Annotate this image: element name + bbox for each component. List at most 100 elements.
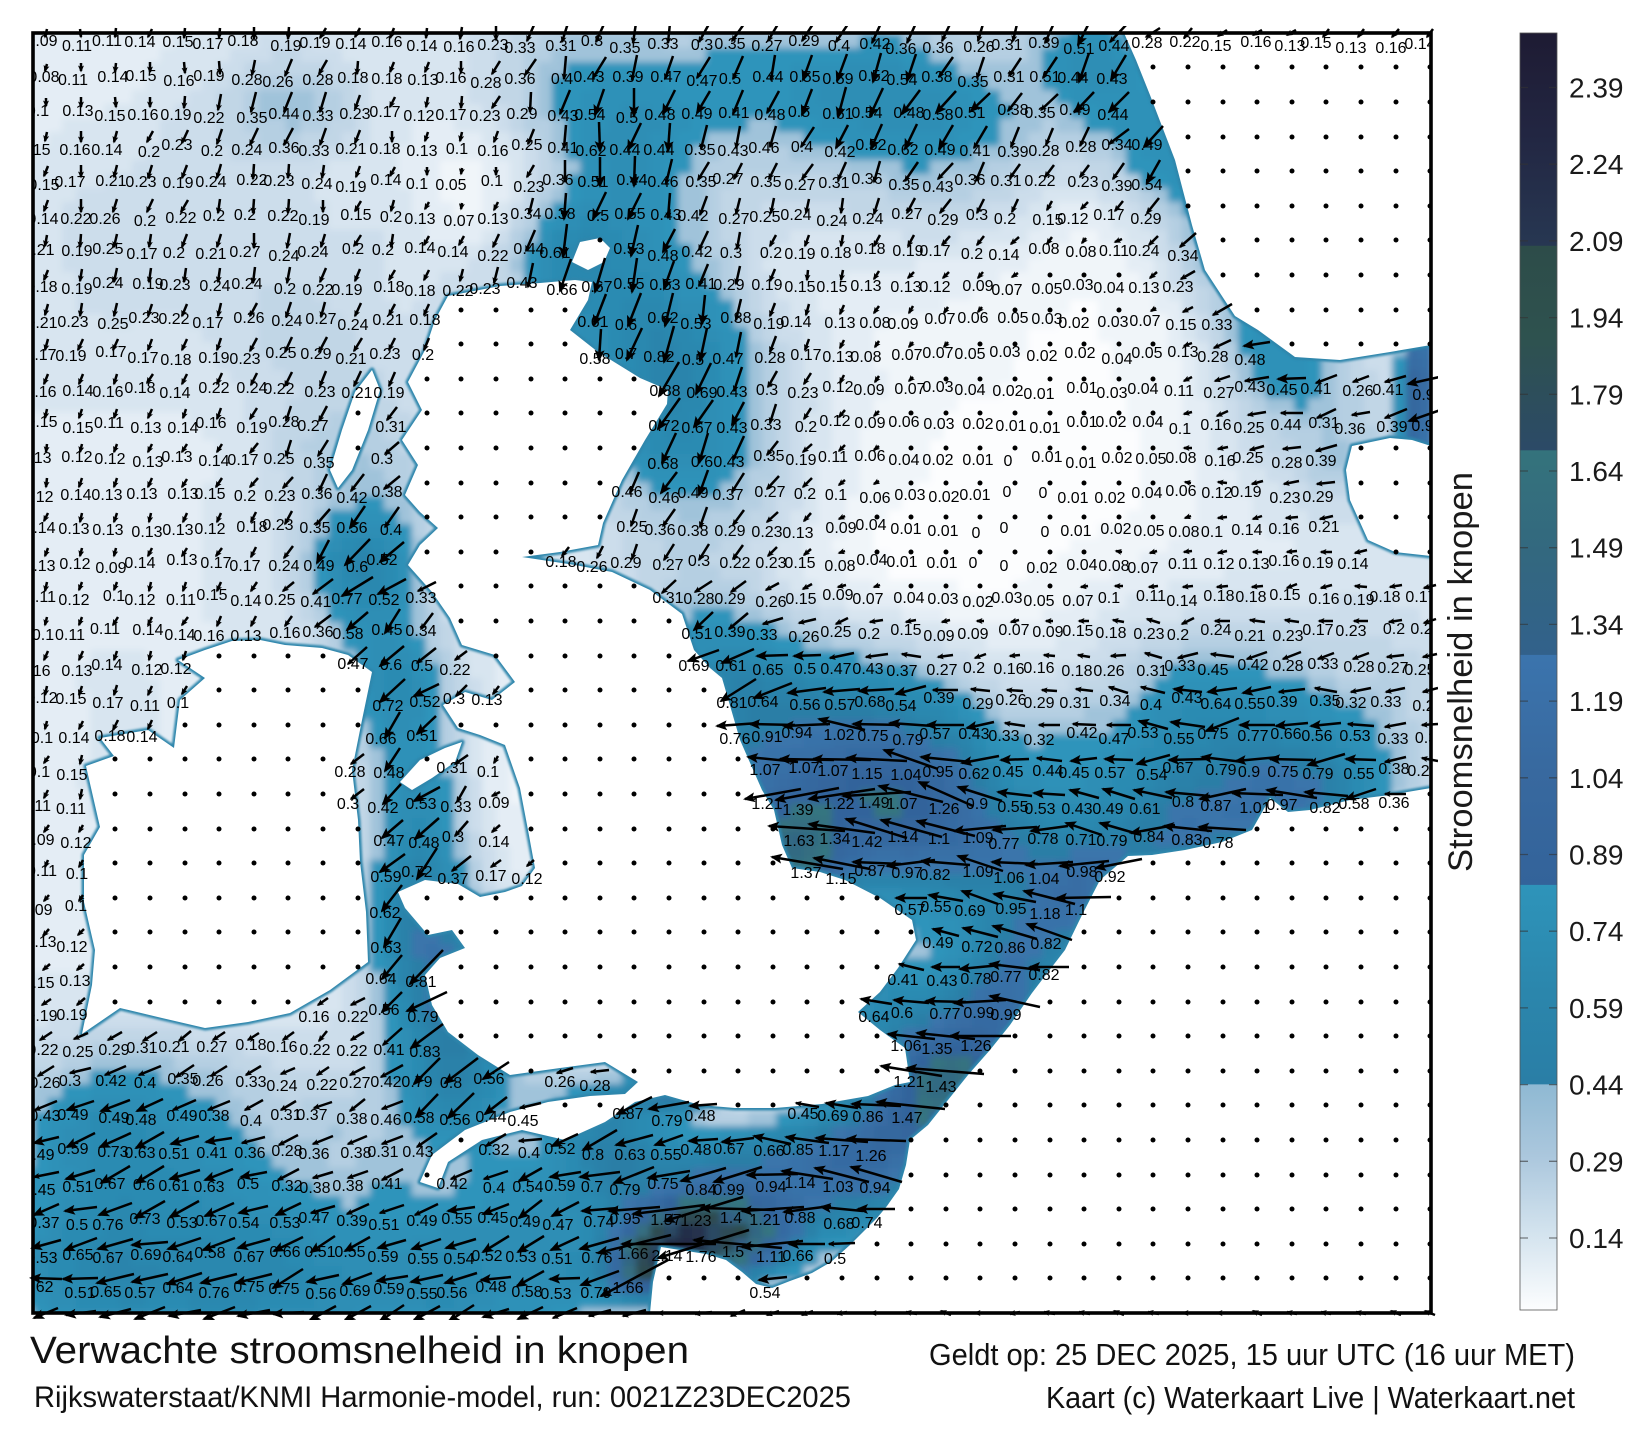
svg-text:0.15: 0.15 xyxy=(890,622,921,639)
svg-text:0.15: 0.15 xyxy=(784,555,815,572)
svg-text:0.5: 0.5 xyxy=(587,208,609,225)
svg-text:0.23: 0.23 xyxy=(262,517,293,534)
svg-text:0.53: 0.53 xyxy=(613,241,644,258)
svg-text:0.43: 0.43 xyxy=(852,661,883,678)
svg-text:0.36: 0.36 xyxy=(851,171,882,188)
svg-text:0.14: 0.14 xyxy=(988,247,1019,264)
svg-text:0.52: 0.52 xyxy=(858,68,889,85)
svg-text:0.05: 0.05 xyxy=(1131,345,1162,362)
svg-text:0.2: 0.2 xyxy=(412,347,434,364)
svg-text:0.27: 0.27 xyxy=(712,171,743,188)
svg-text:0.25: 0.25 xyxy=(820,624,851,641)
svg-text:0.05: 0.05 xyxy=(997,310,1028,327)
svg-text:0.23: 0.23 xyxy=(513,179,544,196)
svg-text:0.13: 0.13 xyxy=(161,449,192,466)
svg-text:0.14: 0.14 xyxy=(97,69,128,86)
svg-text:0.2: 0.2 xyxy=(203,208,225,225)
svg-text:0.19: 0.19 xyxy=(1302,555,1333,572)
svg-text:0.39: 0.39 xyxy=(1101,178,1132,195)
svg-text:0.52: 0.52 xyxy=(368,592,399,609)
svg-text:0.12: 0.12 xyxy=(58,592,89,609)
svg-text:0.16: 0.16 xyxy=(371,34,402,51)
svg-text:0.48: 0.48 xyxy=(754,107,785,124)
svg-text:0.3: 0.3 xyxy=(720,245,742,262)
svg-text:0.38: 0.38 xyxy=(371,484,402,501)
svg-text:0.17: 0.17 xyxy=(95,344,126,361)
svg-text:0.48: 0.48 xyxy=(644,107,675,124)
svg-text:0.49: 0.49 xyxy=(1059,102,1090,119)
svg-text:0.62: 0.62 xyxy=(575,143,606,160)
svg-text:0.24: 0.24 xyxy=(268,248,299,265)
svg-text:0.09: 0.09 xyxy=(822,587,853,604)
svg-text:0: 0 xyxy=(1004,453,1013,470)
svg-text:0.47: 0.47 xyxy=(712,351,743,368)
svg-text:0.12: 0.12 xyxy=(403,108,434,125)
svg-text:0: 0 xyxy=(1000,558,1009,575)
svg-text:0.44: 0.44 xyxy=(643,142,674,159)
svg-text:0.21: 0.21 xyxy=(335,141,366,158)
svg-text:0.24: 0.24 xyxy=(268,558,299,575)
svg-text:0.36: 0.36 xyxy=(644,522,675,539)
svg-text:0: 0 xyxy=(1003,484,1012,501)
svg-text:0.07: 0.07 xyxy=(1129,313,1160,330)
svg-text:0.29: 0.29 xyxy=(962,696,993,713)
svg-text:0.49: 0.49 xyxy=(924,142,955,159)
svg-text:0.14: 0.14 xyxy=(124,555,155,572)
svg-text:0.41: 0.41 xyxy=(300,594,331,611)
svg-text:0.23: 0.23 xyxy=(755,555,786,572)
svg-text:0.35: 0.35 xyxy=(684,142,715,159)
svg-text:0.21: 0.21 xyxy=(1308,519,1339,536)
svg-text:0.35: 0.35 xyxy=(609,40,640,57)
svg-text:0.48: 0.48 xyxy=(1234,352,1265,369)
svg-text:0.03: 0.03 xyxy=(1096,385,1127,402)
svg-text:0.31: 0.31 xyxy=(652,590,683,607)
svg-text:0.24: 0.24 xyxy=(337,317,368,334)
svg-text:0.36: 0.36 xyxy=(504,71,535,88)
svg-text:0.18: 0.18 xyxy=(124,380,155,397)
svg-text:0.35: 0.35 xyxy=(753,448,784,465)
svg-text:0.22: 0.22 xyxy=(198,380,229,397)
svg-text:0.5: 0.5 xyxy=(719,71,741,88)
svg-text:0.55: 0.55 xyxy=(613,276,644,293)
svg-text:0.43: 0.43 xyxy=(573,69,604,86)
svg-text:0.26: 0.26 xyxy=(262,74,293,91)
svg-text:0.41: 0.41 xyxy=(1372,382,1403,399)
svg-text:0.66: 0.66 xyxy=(365,731,396,748)
svg-text:0.2: 0.2 xyxy=(234,488,256,505)
svg-text:0: 0 xyxy=(1039,485,1048,502)
svg-text:0.6: 0.6 xyxy=(380,657,402,674)
svg-text:0.36: 0.36 xyxy=(1334,421,1365,438)
svg-text:0.02: 0.02 xyxy=(928,489,959,506)
svg-text:0.08: 0.08 xyxy=(824,558,855,575)
svg-text:0.3: 0.3 xyxy=(371,451,393,468)
svg-text:0.61: 0.61 xyxy=(577,314,608,331)
svg-text:0.43: 0.43 xyxy=(713,454,744,471)
svg-text:0.15: 0.15 xyxy=(162,34,193,51)
svg-text:0.36: 0.36 xyxy=(954,172,985,189)
svg-text:0.13: 0.13 xyxy=(130,420,161,437)
svg-text:0.25: 0.25 xyxy=(97,316,128,333)
svg-text:0.03: 0.03 xyxy=(1062,277,1093,294)
svg-text:0.19: 0.19 xyxy=(751,277,782,294)
svg-text:0.19: 0.19 xyxy=(198,350,229,367)
svg-text:0.31: 0.31 xyxy=(991,37,1022,54)
svg-text:0.18: 0.18 xyxy=(409,312,440,329)
svg-text:0.18: 0.18 xyxy=(1061,663,1092,680)
svg-text:0.13: 0.13 xyxy=(850,278,881,295)
svg-text:0.15: 0.15 xyxy=(194,486,225,503)
svg-text:0.39: 0.39 xyxy=(612,69,643,86)
svg-text:0.13: 0.13 xyxy=(890,279,921,296)
svg-text:0.16: 0.16 xyxy=(92,384,123,401)
svg-text:0.23: 0.23 xyxy=(161,137,192,154)
svg-text:0.6: 0.6 xyxy=(615,317,637,334)
svg-text:0.39: 0.39 xyxy=(714,624,745,641)
svg-text:0.56: 0.56 xyxy=(336,520,367,537)
svg-text:0.7: 0.7 xyxy=(615,346,637,363)
svg-text:0.13: 0.13 xyxy=(824,315,855,332)
svg-text:0.22: 0.22 xyxy=(477,248,508,265)
svg-text:0.05: 0.05 xyxy=(1133,523,1164,540)
svg-text:0.38: 0.38 xyxy=(921,69,952,86)
svg-text:0.39: 0.39 xyxy=(1028,35,1059,52)
svg-text:0.15: 0.15 xyxy=(55,691,86,708)
svg-text:0.23: 0.23 xyxy=(1272,628,1303,645)
